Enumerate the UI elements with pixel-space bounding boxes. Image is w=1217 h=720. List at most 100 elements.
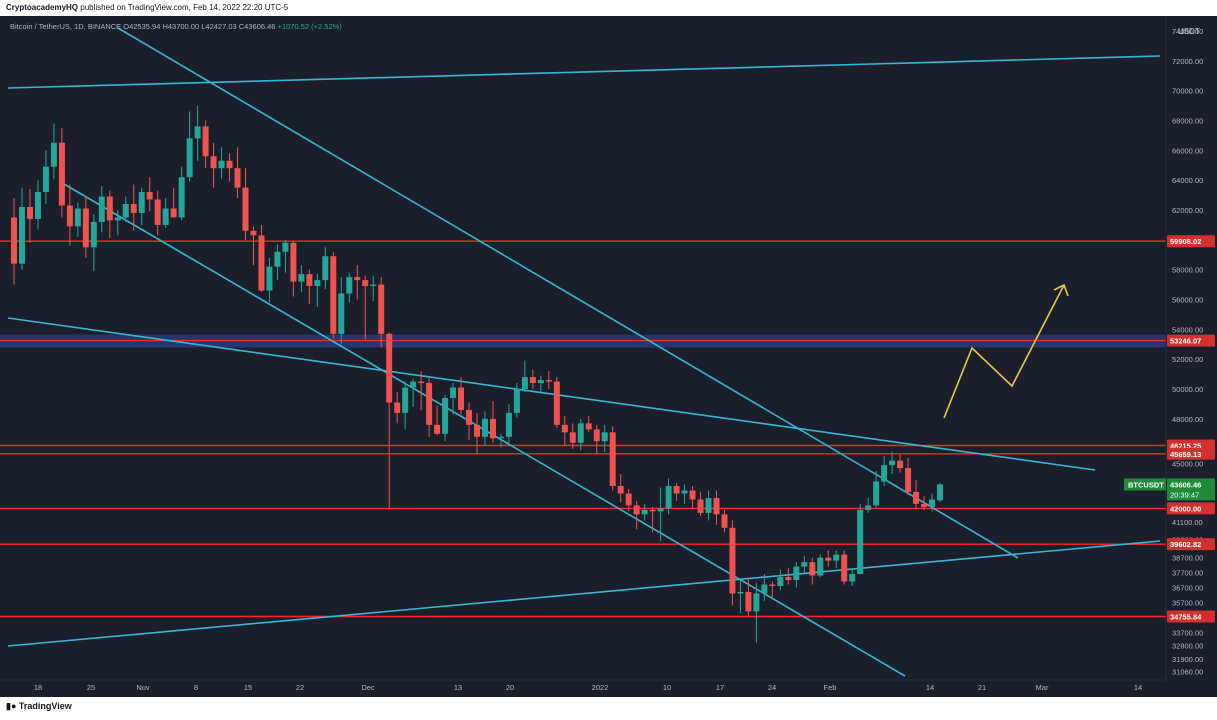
price-axis bbox=[1166, 16, 1217, 680]
candle-body bbox=[737, 591, 744, 594]
candle-body bbox=[330, 256, 337, 334]
candle bbox=[178, 166, 185, 221]
candle bbox=[210, 142, 217, 188]
candle-body bbox=[290, 242, 297, 282]
candle-body bbox=[489, 418, 496, 439]
candle bbox=[593, 424, 600, 454]
publisher-name[interactable]: CryptoacademyHQ bbox=[6, 3, 79, 12]
candle-body bbox=[745, 591, 752, 612]
candle bbox=[569, 423, 576, 449]
candle bbox=[857, 503, 864, 575]
time-tick-label: 2022 bbox=[592, 683, 609, 692]
time-tick-label: 14 bbox=[926, 683, 934, 692]
price-tick-label: 50000.00 bbox=[1172, 385, 1203, 394]
tradingview-logo[interactable]: ▮● TradingView bbox=[6, 701, 72, 712]
time-tick-label: 13 bbox=[454, 683, 462, 692]
candle-body bbox=[354, 277, 361, 281]
price-tick-label: 68000.00 bbox=[1172, 116, 1203, 125]
publisher-bar: CryptoacademyHQ published on TradingView… bbox=[0, 0, 1217, 16]
candle-body bbox=[801, 562, 808, 567]
candle-body bbox=[905, 468, 912, 492]
candle-body bbox=[234, 168, 241, 188]
candle bbox=[226, 153, 233, 182]
candle-body bbox=[418, 381, 425, 384]
candle bbox=[681, 484, 688, 504]
trendline bbox=[7, 55, 1161, 89]
candle bbox=[737, 580, 744, 613]
candle-body bbox=[561, 424, 568, 433]
candle bbox=[162, 198, 169, 228]
candle bbox=[282, 239, 289, 273]
candle-body bbox=[90, 221, 97, 248]
price-tick-label: 54000.00 bbox=[1172, 325, 1203, 334]
candle bbox=[234, 147, 241, 199]
candle-body bbox=[194, 126, 201, 139]
candle-body bbox=[26, 206, 33, 219]
time-tick-label: 18 bbox=[34, 683, 42, 692]
candle-body bbox=[298, 274, 305, 282]
candle-body bbox=[625, 493, 632, 506]
candle bbox=[434, 405, 441, 436]
symbol-name[interactable]: Bitcoin / TetherUS, 1D, BINANCE bbox=[10, 22, 122, 31]
candle-body bbox=[713, 497, 720, 515]
candle bbox=[905, 457, 912, 495]
candle bbox=[497, 433, 504, 448]
candle bbox=[306, 269, 313, 304]
candle bbox=[601, 424, 608, 452]
candle-body bbox=[314, 280, 321, 287]
candle-body bbox=[11, 217, 17, 264]
price-tick-label: 36700.00 bbox=[1172, 583, 1203, 592]
candle-body bbox=[50, 142, 57, 167]
candle bbox=[633, 500, 640, 530]
projection-path bbox=[943, 284, 1065, 419]
price-tick-label: 52000.00 bbox=[1172, 355, 1203, 364]
candle bbox=[753, 583, 760, 643]
candle bbox=[705, 490, 712, 521]
candle-body bbox=[186, 138, 193, 178]
candle bbox=[442, 395, 449, 442]
candle-body bbox=[74, 208, 81, 227]
candle bbox=[114, 209, 121, 236]
candle-body bbox=[434, 424, 441, 434]
candle-body bbox=[258, 235, 265, 291]
candle bbox=[90, 214, 97, 272]
candle bbox=[889, 451, 896, 475]
time-tick-label: Dec bbox=[361, 683, 375, 692]
candle bbox=[793, 562, 800, 588]
candle-body bbox=[178, 177, 185, 218]
level-tag-label: 39602.82 bbox=[1170, 540, 1201, 549]
candle bbox=[394, 392, 401, 424]
candle bbox=[785, 568, 792, 585]
price-tick-label: 31060.00 bbox=[1172, 668, 1203, 677]
time-tick-label: Feb bbox=[824, 683, 837, 692]
candle bbox=[697, 491, 704, 516]
candle-body bbox=[58, 142, 65, 206]
candle bbox=[330, 251, 337, 339]
candle bbox=[98, 186, 105, 233]
level-tag bbox=[1167, 610, 1215, 623]
candle-body bbox=[537, 380, 544, 384]
candle-body bbox=[130, 204, 137, 213]
time-tick-label: 14 bbox=[1134, 683, 1142, 692]
level-tag-label: 34755.84 bbox=[1170, 612, 1202, 621]
candle-body bbox=[274, 251, 281, 267]
candle bbox=[545, 371, 552, 390]
candle-body bbox=[761, 584, 768, 594]
candle-body bbox=[545, 380, 552, 382]
candle bbox=[122, 196, 129, 222]
candle bbox=[881, 456, 888, 487]
candle bbox=[266, 257, 273, 303]
candle bbox=[665, 478, 672, 515]
price-tick-label: 38700.00 bbox=[1172, 554, 1203, 563]
candle-body bbox=[785, 577, 792, 581]
symbol-tag bbox=[1124, 478, 1166, 491]
candle-body bbox=[937, 484, 943, 501]
candle-body bbox=[841, 554, 848, 582]
candle-body bbox=[266, 266, 273, 291]
candle-body bbox=[809, 562, 816, 576]
candle bbox=[338, 277, 345, 345]
candle bbox=[713, 490, 720, 525]
candle bbox=[841, 550, 848, 585]
candle bbox=[617, 474, 624, 503]
